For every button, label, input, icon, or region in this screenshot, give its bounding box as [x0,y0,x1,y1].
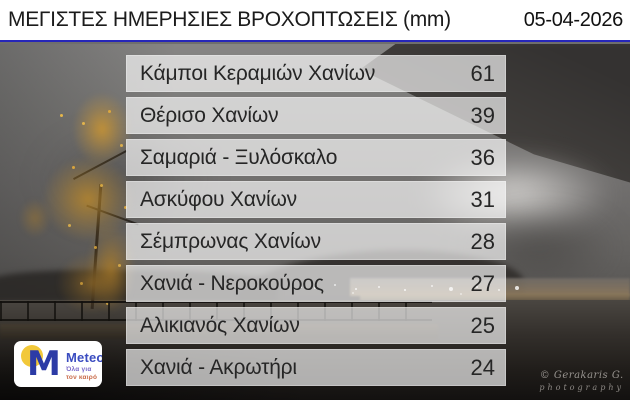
station-name: Κάμποι Κεραμιών Χανίων [140,61,376,85]
logo-tagline-line2: τον καιρό [66,374,98,381]
rainfall-value: 31 [470,186,495,212]
table-row: Αλικιανός Χανίων 25 [126,307,506,344]
rainfall-value: 27 [470,270,495,296]
table-row: Κάμποι Κεραμιών Χανίων 61 [126,55,506,92]
station-name: Σέμπρωνας Χανίων [140,229,321,253]
rainfall-value: 61 [470,60,495,86]
watermark-credit: © Gerakaris G. [539,370,624,381]
tree-leaf-speckles [60,114,63,117]
meteo-logo: M Meteo Όλα για τον καιρό [14,341,102,387]
tree-foliage [12,190,58,246]
page-title: ΜΕΓΙΣΤΕΣ ΗΜΕΡΗΣΙΕΣ ΒΡΟΧΟΠΤΩΣΕΙΣ (mm) [8,8,451,31]
tree-foliage [72,92,132,166]
station-name: Αλικιανός Χανίων [140,313,300,337]
logo-sun-icon [21,345,43,367]
station-name: Θέρισο Χανίων [140,103,279,127]
table-row: Χανιά - Νεροκούρος 27 [126,265,506,302]
table-row: Σαμαριά - Ξυλόσκαλο 36 [126,139,506,176]
rainfall-value: 28 [470,228,495,254]
station-name: Ασκύφου Χανίων [140,187,297,211]
table-row: Σέμπρωνας Χανίων 28 [126,223,506,260]
rainfall-value: 39 [470,102,495,128]
table-row: Ασκύφου Χανίων 31 [126,181,506,218]
photographer-watermark: © Gerakaris G. photography [539,370,624,392]
table-row: Θέρισο Χανίων 39 [126,97,506,134]
header-bar: ΜΕΓΙΣΤΕΣ ΗΜΕΡΗΣΙΕΣ ΒΡΟΧΟΠΤΩΣΕΙΣ (mm) 05-… [0,0,630,42]
meteo-m-logo-icon: M [27,344,61,384]
station-name: Χανιά - Νεροκούρος [140,271,324,295]
station-name: Σαμαριά - Ξυλόσκαλο [140,145,338,169]
logo-brand-text: Meteo [66,350,102,365]
table-row: Χανιά - Ακρωτήρι 24 [126,349,506,386]
station-name: Χανιά - Ακρωτήρι [140,355,297,379]
rainfall-value: 25 [470,312,495,338]
rainfall-value: 36 [470,144,495,170]
date-label: 05-04-2026 [523,8,624,31]
logo-tagline-line1: Όλα για [66,366,92,373]
rainfall-value: 24 [470,354,495,380]
watermark-subtitle: photography [539,383,624,392]
